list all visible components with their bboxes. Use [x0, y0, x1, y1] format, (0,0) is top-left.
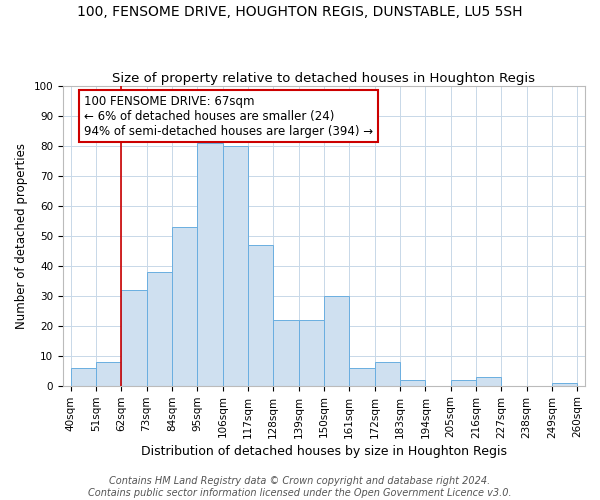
Y-axis label: Number of detached properties: Number of detached properties — [15, 142, 28, 328]
Bar — [172, 226, 197, 386]
X-axis label: Distribution of detached houses by size in Houghton Regis: Distribution of detached houses by size … — [141, 444, 507, 458]
Bar — [552, 382, 577, 386]
Title: Size of property relative to detached houses in Houghton Regis: Size of property relative to detached ho… — [112, 72, 535, 85]
Text: 100, FENSOME DRIVE, HOUGHTON REGIS, DUNSTABLE, LU5 5SH: 100, FENSOME DRIVE, HOUGHTON REGIS, DUNS… — [77, 5, 523, 19]
Bar — [223, 146, 248, 386]
Bar — [197, 142, 223, 386]
Bar — [374, 362, 400, 386]
Bar — [451, 380, 476, 386]
Bar — [349, 368, 374, 386]
Bar — [476, 376, 502, 386]
Bar — [299, 320, 324, 386]
Bar — [146, 272, 172, 386]
Bar — [71, 368, 96, 386]
Text: Contains HM Land Registry data © Crown copyright and database right 2024.
Contai: Contains HM Land Registry data © Crown c… — [88, 476, 512, 498]
Bar — [324, 296, 349, 386]
Bar — [400, 380, 425, 386]
Bar — [121, 290, 146, 386]
Bar — [96, 362, 121, 386]
Text: 100 FENSOME DRIVE: 67sqm
← 6% of detached houses are smaller (24)
94% of semi-de: 100 FENSOME DRIVE: 67sqm ← 6% of detache… — [84, 94, 373, 138]
Bar — [248, 244, 273, 386]
Bar — [273, 320, 299, 386]
